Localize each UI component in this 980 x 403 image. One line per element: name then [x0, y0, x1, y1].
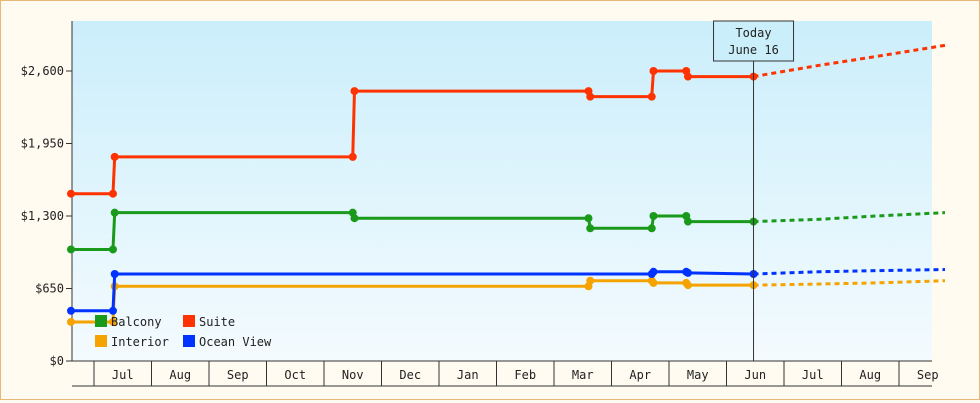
data-point	[110, 152, 119, 161]
data-point	[584, 214, 593, 223]
data-point	[683, 72, 692, 81]
series-forecast-line	[753, 211, 946, 224]
data-point	[683, 268, 692, 277]
legend-label: Ocean View	[199, 335, 272, 349]
series-forecast-line	[753, 268, 946, 276]
data-point	[649, 67, 658, 75]
x-tick-label: Apr	[629, 368, 651, 382]
legend-label: Suite	[199, 315, 235, 329]
y-axis: $0 $650 $1,300 $1,950 $2,600	[21, 21, 73, 368]
legend: Balcony Suite Interior Ocean View	[95, 315, 272, 349]
data-point	[67, 317, 75, 326]
data-point	[110, 270, 119, 278]
legend-label: Interior	[111, 335, 169, 349]
data-point	[67, 189, 75, 198]
series-layer	[67, 43, 946, 326]
data-point	[350, 87, 359, 96]
data-point	[586, 276, 595, 285]
legend-swatch	[95, 315, 107, 327]
data-point	[108, 317, 117, 326]
x-tick-label: Sep	[227, 368, 249, 382]
x-tick-label: Jun	[744, 368, 766, 382]
y-tick-label: $1,300	[21, 209, 64, 223]
series-ocean-view	[67, 267, 946, 315]
data-point	[649, 278, 658, 287]
plot-background	[72, 21, 932, 361]
y-tick-label: $650	[35, 282, 64, 296]
today-marker: Today June 16	[713, 20, 795, 361]
data-point	[110, 208, 119, 217]
y-tick-label: $1,950	[21, 137, 64, 151]
data-point	[649, 267, 658, 276]
series-balcony	[67, 208, 946, 254]
x-tick-label: Jul	[112, 368, 134, 382]
x-tick-label: Jan	[457, 368, 479, 382]
data-point	[108, 245, 117, 254]
y-tick-label: $2,600	[21, 64, 64, 78]
x-tick-label: Dec	[399, 368, 421, 382]
data-point	[649, 212, 658, 220]
data-point	[683, 217, 692, 226]
x-tick-label: Oct	[284, 368, 306, 382]
y-tick-label: $0	[50, 354, 64, 368]
x-tick-label: Mar	[572, 368, 594, 382]
data-point	[108, 189, 117, 198]
data-point	[350, 214, 359, 223]
data-point	[683, 281, 692, 290]
today-box	[713, 20, 795, 62]
legend-swatch	[183, 335, 195, 347]
series-forecast-line	[753, 279, 946, 287]
data-point	[647, 92, 656, 101]
data-point	[647, 224, 656, 233]
data-point	[586, 224, 595, 233]
x-tick-label: Feb	[514, 368, 536, 382]
data-point	[348, 152, 357, 161]
x-tick-label: Nov	[342, 368, 364, 382]
data-point	[67, 245, 75, 254]
x-tick-label: Aug	[859, 368, 881, 382]
x-tick-label: Sep	[917, 368, 939, 382]
legend-swatch	[183, 315, 195, 327]
today-date: June 16	[728, 43, 779, 57]
data-point	[586, 92, 595, 101]
legend-swatch	[95, 335, 107, 347]
x-tick-label: Aug	[169, 368, 191, 382]
data-point	[67, 306, 75, 315]
data-point	[108, 306, 117, 315]
x-tick-label: Jul	[802, 368, 824, 382]
x-tick-label: May	[687, 368, 709, 382]
legend-label: Balcony	[111, 315, 162, 329]
x-axis: Jul Aug Sep Oct Nov Dec Jan Feb Mar Apr May Jun Jul A…	[72, 360, 939, 387]
today-label: Today	[735, 26, 771, 40]
